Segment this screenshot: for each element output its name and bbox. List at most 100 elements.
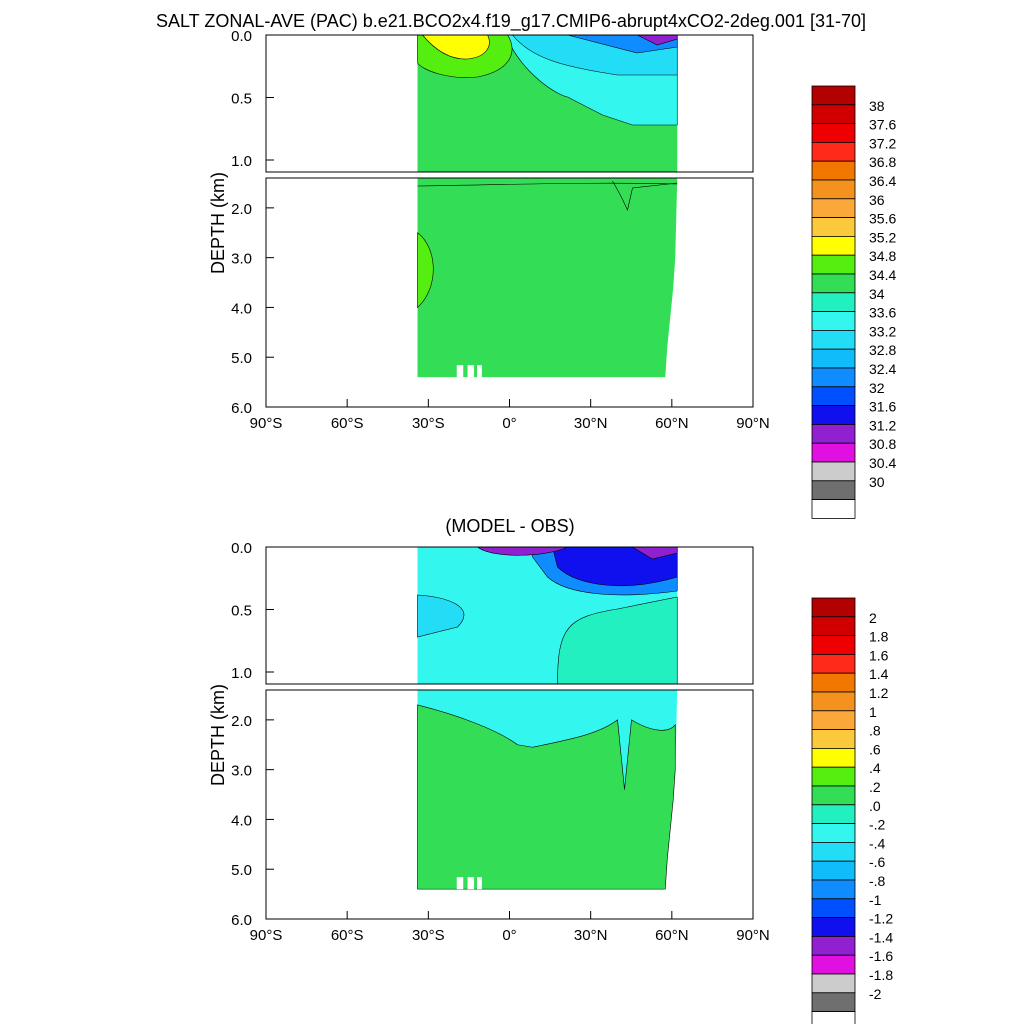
colorbar-swatch: [811, 710, 856, 730]
colorbar-swatch: [811, 672, 856, 693]
x-tick-label: 90°S: [250, 927, 283, 944]
x-tick-label: 30°N: [574, 927, 608, 944]
colorbar-label: 1.6: [869, 647, 889, 663]
y-tick-label-upper: 0.0: [231, 28, 252, 45]
colorbar-label: 37.6: [869, 117, 896, 133]
y-tick-label-lower: 3.0: [231, 251, 252, 268]
y-tick-label-lower: 4.0: [231, 812, 252, 829]
colorbar-label: -1.4: [869, 929, 893, 945]
x-tick-label: 90°N: [736, 927, 770, 944]
missing-column-0: [456, 877, 464, 890]
colorbar-swatch: [811, 804, 856, 824]
y-tick-label-lower: 4.0: [231, 300, 252, 317]
colorbar-swatch: [811, 654, 856, 674]
field-contour-line: [612, 180, 678, 211]
colorbar-label: 36.4: [869, 173, 896, 189]
colorbar-label: -1.8: [869, 967, 893, 983]
colorbar-swatch: [811, 329, 856, 350]
x-tick-label: 30°S: [412, 927, 445, 944]
colorbar-swatch: [811, 442, 856, 463]
y-tick-label-upper: 1.0: [231, 665, 252, 682]
colorbar-label: 32.8: [869, 342, 896, 358]
colorbar-swatch: [811, 766, 856, 787]
colorbar: 38 37.6 37.2 36.8 36.4 36 35.6 35.2 34.8 34.4 34 33…: [811, 85, 896, 519]
colorbar-label: 30: [869, 474, 885, 490]
colorbar-swatch: [811, 104, 856, 125]
panel-bottom: (MODEL - OBS)0.00.51.02.03.04.05.06.0DEP…: [208, 516, 893, 1024]
colorbar-label: 30.8: [869, 436, 896, 452]
x-tick-label: 60°S: [331, 415, 364, 432]
colorbar-swatch: [811, 691, 856, 712]
colorbar-label: 38: [869, 98, 885, 114]
panel-title: (MODEL - OBS): [445, 516, 574, 536]
x-tick-label: 60°N: [655, 927, 689, 944]
colorbar-swatch: [811, 461, 856, 482]
y-tick-label-lower: 2.0: [231, 713, 252, 730]
field-contour-0.0: [557, 596, 678, 685]
colorbar-swatch: [811, 879, 856, 900]
colorbar-swatch: [811, 785, 856, 806]
colorbar-label: 30.4: [869, 455, 896, 471]
colorbar-swatch: [811, 311, 856, 331]
colorbar-swatch: [811, 954, 856, 975]
colorbar-label: 35.6: [869, 211, 896, 227]
lower-section-field: [417, 178, 678, 378]
field-contour--1.2: [552, 546, 678, 586]
colorbar-swatch: [811, 616, 856, 636]
colorbar-label: .6: [869, 741, 881, 757]
y-tick-label-lower: 6.0: [231, 400, 252, 417]
colorbar-label: 36.8: [869, 154, 896, 170]
upper-frame: [265, 34, 754, 173]
colorbar-label: 37.2: [869, 135, 896, 151]
colorbar-label: 1: [869, 704, 877, 720]
colorbar-swatch: [811, 235, 856, 256]
x-tick-label: 0°: [502, 927, 516, 944]
y-tick-label-upper: 0.0: [231, 540, 252, 557]
colorbar-label: 31.2: [869, 417, 896, 433]
colorbar-swatch: [811, 499, 856, 519]
x-tick-label: 90°N: [736, 415, 770, 432]
colorbar-swatch: [811, 348, 856, 369]
upper-frame: [265, 546, 754, 685]
colorbar-swatch: [811, 635, 856, 655]
colorbar-label: .0: [869, 798, 881, 814]
colorbar-swatch: [811, 141, 856, 162]
y-tick-label-lower: 5.0: [231, 350, 252, 367]
field-base: [417, 178, 678, 378]
missing-column-1: [467, 877, 475, 890]
colorbar-swatch: [811, 898, 856, 918]
y-tick-label-upper: 0.5: [231, 91, 252, 108]
y-tick-label-upper: 0.5: [231, 603, 252, 620]
missing-column-0: [456, 365, 464, 378]
colorbar-label: .8: [869, 723, 881, 739]
y-tick-label-lower: 3.0: [231, 763, 252, 780]
colorbar-label: 32: [869, 380, 885, 396]
colorbar-swatch: [811, 273, 856, 294]
colorbar-label: 36: [869, 192, 885, 208]
colorbar-swatch: [811, 917, 856, 937]
y-tick-label-upper: 1.0: [231, 153, 252, 170]
colorbar-label: 32.4: [869, 361, 896, 377]
colorbar-swatch: [811, 217, 856, 237]
colorbar-swatch: [811, 386, 856, 406]
colorbar-swatch: [811, 123, 856, 143]
colorbar-label: .2: [869, 779, 881, 795]
y-axis-label: DEPTH (km): [208, 684, 228, 786]
colorbar-swatch: [811, 179, 856, 200]
colorbar-label: 1.4: [869, 666, 889, 682]
colorbar-swatch: [811, 936, 856, 956]
colorbar-swatch: [811, 597, 856, 618]
colorbar-swatch: [811, 160, 856, 181]
lower-section-field: [417, 690, 678, 890]
colorbar-label: -.6: [869, 854, 886, 870]
colorbar-swatch: [811, 973, 856, 994]
y-tick-label-lower: 2.0: [231, 201, 252, 218]
upper-section-field: [417, 546, 678, 685]
colorbar-label: 34.8: [869, 248, 896, 264]
missing-column-2: [477, 365, 482, 378]
field-contour-34.8-deep: [417, 232, 434, 309]
colorbar-label: 33.2: [869, 323, 896, 339]
figure-title: SALT ZONAL-AVE (PAC) b.e21.BCO2x4.f19_g1…: [156, 11, 866, 32]
colorbar-label: 34: [869, 286, 885, 302]
colorbar-label: 2: [869, 610, 877, 626]
